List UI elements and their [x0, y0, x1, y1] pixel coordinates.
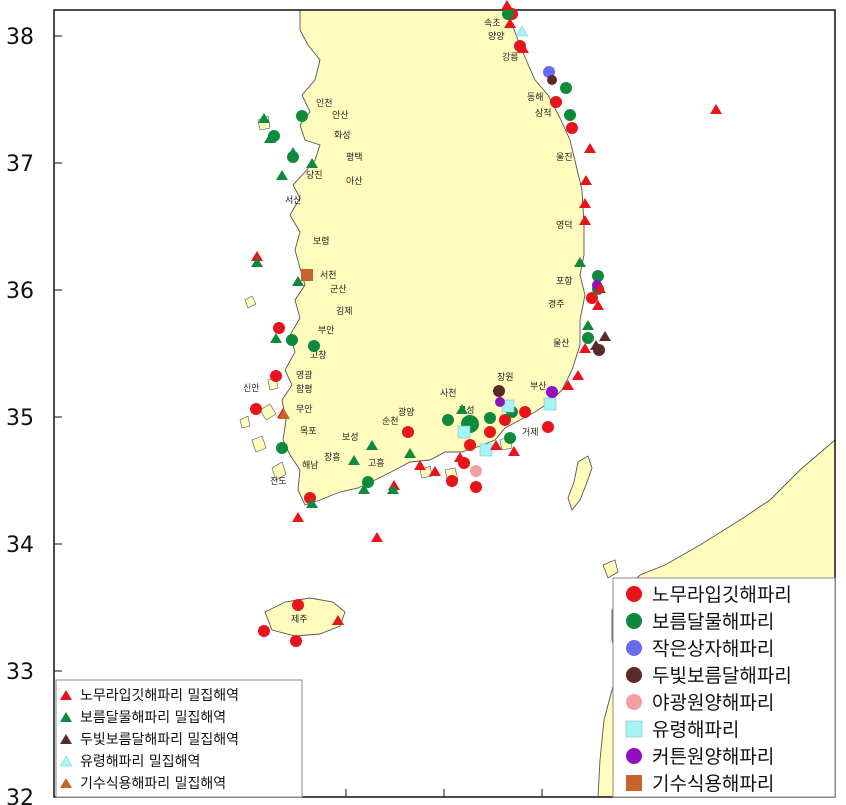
city-label: 무안 [296, 404, 313, 415]
city-label: 속초 [484, 18, 501, 29]
city-label: 고성 [458, 405, 475, 416]
city-label: 순천 [382, 416, 399, 427]
lat-tick: 37 [6, 152, 34, 177]
city-label: 서천 [320, 270, 337, 281]
city-label: 창원 [497, 372, 514, 383]
city-label: 영광 [296, 369, 313, 381]
city-label: 영덕 [556, 220, 573, 231]
lat-tick: 34 [6, 533, 34, 558]
tsushima-island [567, 455, 593, 511]
city-label: 동해 [527, 92, 544, 103]
markers-curtain [495, 280, 602, 407]
city-labels: 속초 양양 강릉 동해 삼척 울진 영덕 포항 경주 울산 부산 창원 거제 고… [243, 18, 573, 625]
city-label: 부산 [530, 381, 547, 392]
legend-area-label: 유령해파리 밀집해역 [80, 754, 200, 770]
legend-triangle-icon [60, 690, 72, 700]
japan-island-small [602, 559, 619, 579]
legend-species-label: 보름달물해파리 [652, 611, 774, 633]
city-label: 거제 [522, 427, 539, 438]
legend-areas: 노무라입깃해파리 밀집해역 보름달물해파리 밀집해역 두빛보름달해파리 밀집해역… [55, 679, 303, 798]
city-label: 인천 [316, 98, 333, 109]
markers-phantom [457, 397, 557, 457]
city-label: 장흥 [324, 451, 341, 463]
city-label: 신안 [243, 383, 260, 394]
legend-circle-icon [626, 613, 642, 629]
legend-triangle-icon [60, 778, 72, 788]
areas-moon [251, 113, 594, 508]
legend-areas-box [55, 679, 303, 798]
city-label: 보성 [342, 432, 359, 443]
city-label: 함평 [296, 384, 313, 395]
areas-nomura [251, 0, 722, 625]
city-label: 고창 [310, 350, 327, 361]
markers-moon [268, 8, 604, 488]
legend-triangle-icon [59, 755, 73, 767]
markers-nomura [250, 8, 598, 647]
legend-area-label: 보름달물해파리 밀집해역 [80, 710, 226, 726]
city-label: 울산 [553, 338, 570, 349]
legend-square-icon [625, 720, 643, 738]
city-label: 진도 [270, 476, 287, 487]
areas-brackish [278, 409, 290, 419]
city-label: 울진 [556, 152, 573, 163]
city-label: 부안 [318, 325, 335, 336]
city-label: 화성 [334, 130, 351, 141]
city-label: 삼척 [535, 108, 552, 119]
lat-tick: 36 [6, 279, 34, 304]
legend-species-label: 야광원양해파리 [652, 692, 774, 714]
legend-circle-icon [626, 748, 642, 764]
city-label: 포항 [556, 276, 573, 287]
city-label: 고흥 [368, 457, 385, 469]
legend-species-label: 두빛보름달해파리 [652, 665, 792, 687]
areas-twocolor [590, 331, 611, 350]
city-label: 목포 [300, 426, 317, 437]
city-label: 해남 [302, 460, 319, 471]
city-label: 당진 [306, 170, 323, 181]
city-label: 경주 [548, 298, 565, 310]
city-label: 강릉 [502, 52, 519, 63]
lat-tick: 32 [6, 786, 34, 805]
city-label: 양양 [488, 31, 505, 42]
city-label: 광양 [398, 406, 415, 418]
legend-species-label: 커튼원양해파리 [652, 746, 774, 768]
legend-circle-icon [626, 640, 642, 656]
city-label: 평택 [346, 152, 363, 163]
legend-circle-icon [626, 667, 642, 683]
city-label: 안산 [332, 110, 349, 121]
markers-pelagia [470, 465, 482, 477]
city-label: 군산 [330, 284, 347, 295]
legend-species-box [612, 577, 836, 798]
city-label: 서산 [285, 195, 302, 206]
legend-species-label: 기수식용해파리 [652, 773, 774, 795]
lat-tick: 38 [6, 25, 34, 50]
legend-triangle-icon [60, 712, 72, 722]
city-label: 아산 [346, 176, 363, 187]
legend-area-label: 기수식용해파리 밀집해역 [80, 776, 226, 792]
legend-species: 노무라입깃해파리 보름달물해파리 작은상자해파리 두빛보름달해파리 야광원양해파… [612, 577, 836, 798]
city-label: 제주 [291, 614, 308, 625]
legend-species-label: 유령해파리 [652, 719, 739, 741]
lat-tick: 33 [6, 660, 34, 685]
legend-area-label: 노무라입깃해파리 밀집해역 [80, 688, 239, 704]
lat-axis: 38 37 36 35 34 33 32 [6, 25, 62, 805]
city-label: 사천 [440, 388, 457, 399]
legend-square-icon [626, 775, 642, 791]
city-label: 보령 [313, 235, 330, 247]
legend-area-label: 두빛보름달해파리 밀집해역 [80, 732, 239, 748]
legend-species-label: 작은상자해파리 [652, 638, 774, 660]
legend-triangle-icon [60, 734, 72, 744]
city-label: 김제 [336, 305, 353, 317]
markers-brackish [301, 269, 313, 281]
legend-species-label: 노무라입깃해파리 [652, 584, 792, 606]
lat-tick: 35 [6, 406, 34, 431]
legend-circle-icon [626, 694, 642, 710]
areas-phantom [515, 25, 529, 37]
legend-circle-icon [626, 586, 642, 602]
